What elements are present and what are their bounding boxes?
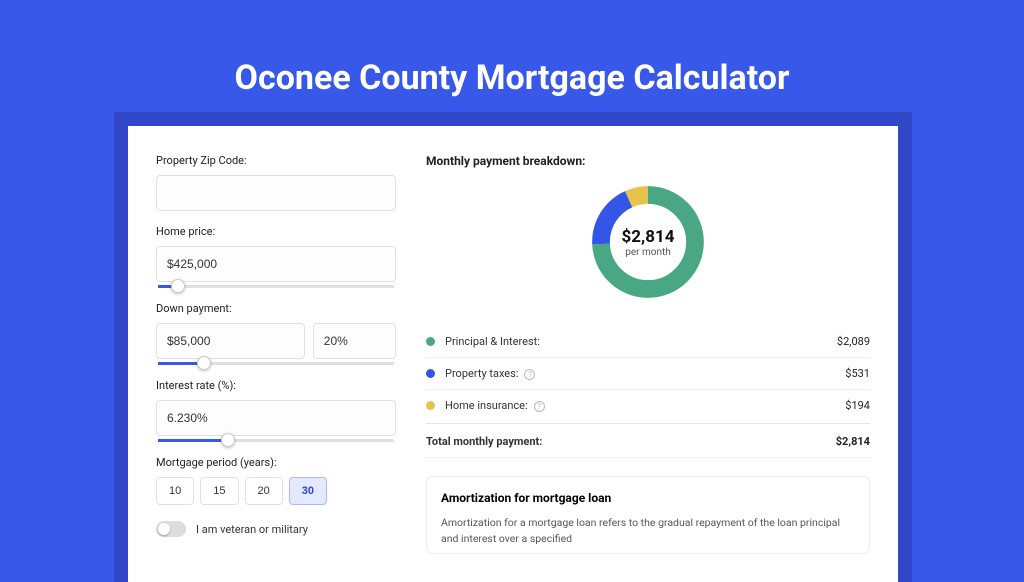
legend-dot [426,369,435,378]
zip-label: Property Zip Code: [156,154,396,167]
down-field: Down payment: [156,302,396,365]
zip-field: Property Zip Code: [156,154,396,211]
price-slider-thumb[interactable] [171,279,185,293]
price-slider[interactable] [156,280,396,288]
breakdown-item-value: $531 [845,367,870,380]
legend-dot [426,337,435,346]
down-amount-input[interactable] [156,323,305,359]
breakdown-item-value: $2,089 [837,335,870,348]
info-icon[interactable]: ? [524,369,535,380]
down-slider-thumb[interactable] [197,356,211,370]
breakdown-item-label: Property taxes:? [445,367,845,380]
down-percent-input[interactable] [313,323,396,359]
period-label: Mortgage period (years): [156,456,396,469]
rate-input[interactable] [156,400,396,436]
breakdown-list: Principal & Interest:$2,089Property taxe… [426,326,870,421]
breakdown-item-value: $194 [845,399,870,412]
veteran-label: I am veteran or military [196,523,308,536]
legend-dot [426,401,435,410]
breakdown-row: Property taxes:?$531 [426,358,870,390]
breakdown-row: Home insurance:?$194 [426,390,870,421]
rate-label: Interest rate (%): [156,379,396,392]
period-options: 10152030 [156,477,396,505]
breakdown-item-label: Home insurance:? [445,399,845,412]
breakdown-column: Monthly payment breakdown: $2,814 per mo… [426,154,870,554]
price-field: Home price: [156,225,396,288]
page-root: Oconee County Mortgage Calculator Proper… [0,0,1024,512]
info-icon[interactable]: ? [534,401,545,412]
form-column: Property Zip Code: Home price: Down paym… [156,154,396,554]
down-slider[interactable] [156,357,396,365]
period-btn-20[interactable]: 20 [245,477,283,505]
donut-center: $2,814 per month [586,180,710,304]
calculator-card: Property Zip Code: Home price: Down paym… [128,126,898,582]
period-btn-30[interactable]: 30 [289,477,327,505]
donut-wrap: $2,814 per month [426,180,870,304]
price-label: Home price: [156,225,396,238]
amortization-card: Amortization for mortgage loan Amortizat… [426,476,870,554]
veteran-toggle[interactable] [156,521,186,537]
total-value: $2,814 [836,435,870,448]
price-input[interactable] [156,246,396,282]
breakdown-item-label: Principal & Interest: [445,335,837,348]
period-btn-15[interactable]: 15 [200,477,238,505]
donut-total: $2,814 [622,227,675,247]
amortization-body: Amortization for a mortgage loan refers … [441,515,855,547]
period-btn-10[interactable]: 10 [156,477,194,505]
page-title: Oconee County Mortgage Calculator [0,0,1024,124]
zip-input[interactable] [156,175,396,211]
breakdown-row: Principal & Interest:$2,089 [426,326,870,358]
rate-slider-thumb[interactable] [221,433,235,447]
donut-chart: $2,814 per month [586,180,710,304]
donut-sub: per month [625,247,671,258]
rate-slider[interactable] [156,434,396,442]
breakdown-total-row: Total monthly payment: $2,814 [426,423,870,458]
total-label: Total monthly payment: [426,435,836,448]
amortization-title: Amortization for mortgage loan [441,491,855,505]
veteran-row: I am veteran or military [156,521,396,537]
period-field: Mortgage period (years): 10152030 [156,456,396,505]
breakdown-title: Monthly payment breakdown: [426,154,870,168]
rate-field: Interest rate (%): [156,379,396,442]
down-label: Down payment: [156,302,396,315]
